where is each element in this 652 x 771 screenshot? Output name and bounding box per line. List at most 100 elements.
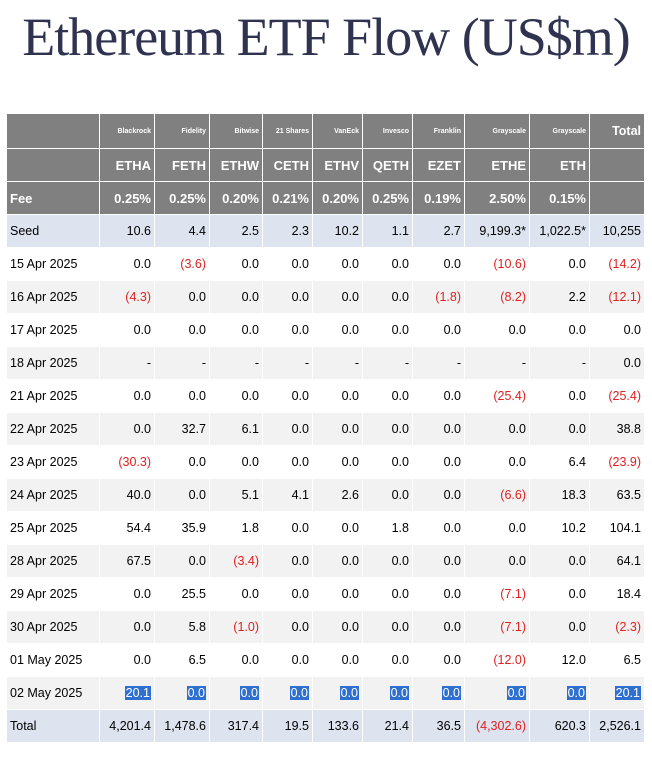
row-date: 22 Apr 2025	[6, 412, 100, 446]
flow-value: 6.1	[241, 422, 259, 436]
flow-cell: 0.0	[262, 379, 313, 413]
flow-value: 0.0	[391, 257, 409, 271]
row-date: 21 Apr 2025	[6, 379, 100, 413]
flow-value: 0.0	[341, 653, 359, 667]
flow-cell: -	[209, 346, 263, 380]
flow-value: 0.0	[241, 455, 259, 469]
flow-value: 0.0	[568, 389, 586, 403]
flow-cell: -	[529, 346, 590, 380]
ticker-cell: ETHE	[464, 148, 530, 182]
flow-cell: -	[464, 346, 530, 380]
flow-cell: 0.0	[312, 544, 363, 578]
flow-cell: 0.0	[412, 643, 465, 677]
total-cell: 620.3	[529, 709, 590, 743]
flow-cell: (1.8)	[412, 280, 465, 314]
flow-value: 5.1	[241, 488, 259, 502]
flow-value: (8.2)	[500, 290, 526, 304]
flow-cell: 0.0	[99, 379, 155, 413]
flow-value: 0.0	[133, 422, 151, 436]
flow-total-cell: 18.4	[589, 577, 645, 611]
flow-value: (30.3)	[118, 455, 151, 469]
flow-cell: -	[312, 346, 363, 380]
flow-value: 0.0	[443, 389, 461, 403]
flow-value: 0.0	[339, 686, 359, 700]
flow-cell: 0.0	[529, 577, 590, 611]
flow-value: -	[404, 356, 409, 370]
flow-cell: 0.0	[529, 544, 590, 578]
flow-cell: 2.6	[312, 478, 363, 512]
flow-cell: 20.1	[99, 676, 155, 710]
flow-value: 0.0	[443, 653, 461, 667]
flow-value: 0.0	[441, 686, 461, 700]
seed-row: Seed 10.6 4.4 2.5 2.3 10.2 1.1 2.7 9,199…	[6, 214, 645, 248]
flow-cell: 0.0	[362, 643, 413, 677]
flow-value: 0.0	[443, 422, 461, 436]
flow-cell: 0.0	[362, 280, 413, 314]
ticker-cell: EZET	[412, 148, 465, 182]
flow-row: 01 May 2025 0.0 6.5 0.0 0.0 0.0 0.0 0.0 (12.0) 12…	[6, 643, 645, 677]
flow-cell: 0.0	[412, 511, 465, 545]
ticker-cell: ETHA	[99, 148, 155, 182]
flow-cell: 0.0	[529, 610, 590, 644]
flow-cell: 0.0	[529, 313, 590, 347]
issuer-cell: Franklin	[412, 113, 465, 149]
fee-cell: 0.25%	[154, 181, 210, 215]
flow-value: 0.0	[291, 389, 309, 403]
total-cell: 36.5	[412, 709, 465, 743]
flow-cell: 0.0	[464, 412, 530, 446]
flow-cell: (6.6)	[464, 478, 530, 512]
flow-cell: 67.5	[99, 544, 155, 578]
flow-row: 21 Apr 2025 0.0 0.0 0.0 0.0 0.0 0.0 0.0 (25.4) 0.…	[6, 379, 645, 413]
flow-value: 0.0	[291, 257, 309, 271]
flow-value: 0.0	[133, 389, 151, 403]
flow-value: 0.0	[241, 389, 259, 403]
flow-value: 5.8	[188, 620, 206, 634]
flow-cell: 2.2	[529, 280, 590, 314]
flow-cell: (8.2)	[464, 280, 530, 314]
flow-cell: 0.0	[412, 379, 465, 413]
flow-total-cell: 63.5	[589, 478, 645, 512]
flow-row: 29 Apr 2025 0.0 25.5 0.0 0.0 0.0 0.0 0.0 (7.1) 0.…	[6, 577, 645, 611]
flow-cell: 0.0	[154, 280, 210, 314]
total-cell: 133.6	[312, 709, 363, 743]
flow-cell: (1.0)	[209, 610, 263, 644]
flow-cell: 0.0	[154, 379, 210, 413]
row-date: 02 May 2025	[6, 676, 100, 710]
flow-value: 25.5	[181, 587, 206, 601]
flow-value: 0.0	[443, 488, 461, 502]
flow-value: 2.2	[568, 290, 586, 304]
flow-value: 104.1	[609, 521, 641, 535]
flow-cell: 0.0	[99, 313, 155, 347]
flow-value: 0.0	[133, 257, 151, 271]
flow-row: 22 Apr 2025 0.0 32.7 6.1 0.0 0.0 0.0 0.0 0.0 0.0 3…	[6, 412, 645, 446]
flow-value: (1.0)	[233, 620, 259, 634]
flow-value: 0.0	[443, 323, 461, 337]
flow-value: 0.0	[241, 290, 259, 304]
flow-value: 10.2	[561, 521, 586, 535]
row-date: 16 Apr 2025	[6, 280, 100, 314]
flow-value: 0.0	[188, 290, 206, 304]
flow-value: 0.0	[568, 554, 586, 568]
flow-cell: 6.4	[529, 445, 590, 479]
flow-value: (4.3)	[125, 290, 151, 304]
flow-cell: 0.0	[99, 643, 155, 677]
total-cell: 21.4	[362, 709, 413, 743]
flow-value: 0.0	[443, 587, 461, 601]
fee-cell: 0.15%	[529, 181, 590, 215]
flow-value: 0.0	[241, 257, 259, 271]
flow-value: 0.0	[341, 389, 359, 403]
row-date: 24 Apr 2025	[6, 478, 100, 512]
flow-total-cell: 10,255	[589, 214, 645, 248]
flow-cell: 0.0	[312, 511, 363, 545]
flow-value: 0.0	[188, 554, 206, 568]
flow-cell: 40.0	[99, 478, 155, 512]
flow-cell: 0.0	[312, 247, 363, 281]
flow-cell: 0.0	[209, 379, 263, 413]
flow-cell: 0.0	[529, 379, 590, 413]
row-date: 17 Apr 2025	[6, 313, 100, 347]
flow-row: 28 Apr 2025 67.5 0.0 (3.4) 0.0 0.0 0.0 0.0 0.0 0.…	[6, 544, 645, 578]
flow-value: (7.1)	[500, 587, 526, 601]
flow-value: 64.1	[616, 554, 641, 568]
flow-value: 0.0	[133, 323, 151, 337]
total-cell: 1,478.6	[154, 709, 210, 743]
